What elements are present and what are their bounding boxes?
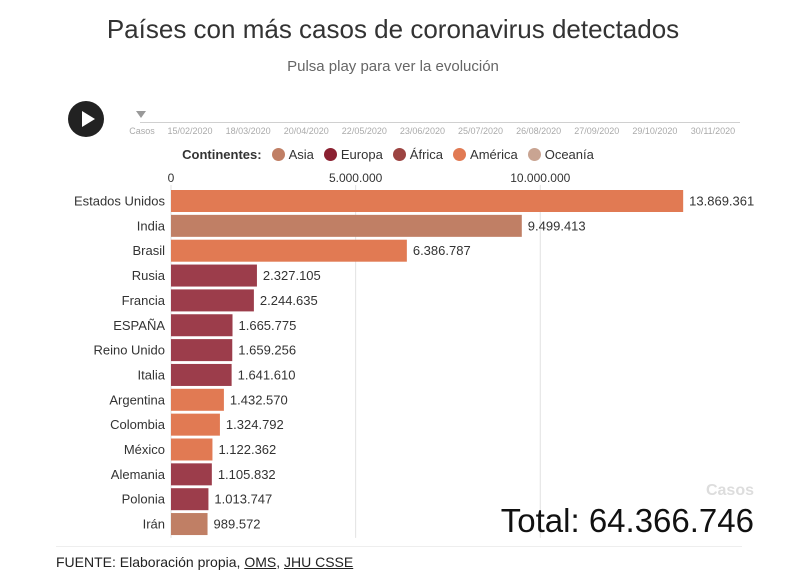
timeline-date-label: 25/07/2020 [458, 126, 504, 136]
value-label: 1.122.362 [218, 442, 276, 457]
timeline-date-label: 29/10/2020 [632, 126, 678, 136]
legend-swatch [453, 148, 467, 161]
value-label: 1.324.792 [226, 417, 284, 432]
value-label: 1.432.570 [230, 392, 288, 407]
legend-title: Continentes: [182, 147, 262, 162]
timeline-date-label: 15/02/2020 [167, 126, 213, 136]
timeline-date-label: 20/04/2020 [283, 126, 329, 136]
footer-separator: , [276, 554, 284, 570]
bar-chart: 0 5.000.000 10.000.000 Estados Unidos 13.869… [74, 171, 754, 538]
timeline-date-label: 30/11/2020 [690, 126, 736, 136]
category-label: Rusia [132, 268, 166, 283]
chart-title: Países con más casos de coronavirus dete… [106, 14, 680, 44]
value-label: 989.572 [214, 517, 261, 532]
category-label: Estados Unidos [74, 194, 166, 209]
source-link-oms[interactable]: OMS [244, 554, 277, 570]
category-label: Polonia [122, 492, 166, 507]
bar[interactable] [171, 413, 220, 436]
bar[interactable] [171, 289, 254, 312]
legend-label: Asia [288, 147, 314, 162]
category-label: India [137, 218, 166, 233]
x-tick-label: 0 [168, 171, 175, 185]
legend-label: África [409, 147, 444, 162]
category-label: ESPAÑA [113, 318, 165, 333]
timeline-date-label: 18/03/2020 [225, 126, 271, 136]
play-icon [82, 111, 95, 127]
total-value: Total: 64.366.746 [500, 502, 754, 539]
source-link-jhu-csse[interactable]: JHU CSSE [283, 554, 354, 570]
legend-swatch [527, 148, 541, 161]
legend-swatch [271, 148, 285, 161]
value-label: 1.013.747 [214, 492, 272, 507]
total-block: Casos Total: 64.366.746 [501, 482, 754, 540]
category-label: Italia [138, 367, 166, 382]
timeline-handle[interactable] [136, 111, 146, 118]
x-tick-label: 10.000.000 [510, 171, 570, 185]
value-label: 6.386.787 [413, 243, 471, 258]
category-label: Alemania [111, 467, 166, 482]
value-label: 1.665.775 [239, 318, 297, 333]
legend-item[interactable]: América [453, 147, 518, 162]
legend-item[interactable]: Europa [323, 147, 383, 162]
legend-item[interactable]: África [392, 147, 444, 162]
legend-item[interactable]: Asia [271, 147, 314, 162]
legend-label: América [470, 147, 518, 162]
chart-subtitle: Pulsa play para ver la evolución [287, 58, 499, 75]
category-label: México [124, 442, 165, 457]
bar[interactable] [171, 214, 522, 237]
value-label: 1.641.610 [238, 367, 296, 382]
bar[interactable] [171, 488, 209, 511]
legend-label: Oceanía [544, 147, 594, 162]
value-label: 2.244.635 [260, 293, 318, 308]
category-label: Colombia [110, 417, 166, 432]
bar[interactable] [171, 363, 232, 386]
legend-item[interactable]: Oceanía [527, 147, 594, 162]
play-button[interactable] [68, 101, 104, 137]
legend-swatch [392, 148, 406, 161]
bar[interactable] [171, 239, 407, 262]
bar[interactable] [171, 513, 208, 536]
footer-prefix: FUENTE: Elaboración propia, [56, 554, 245, 570]
bar[interactable] [171, 190, 684, 212]
x-tick-label: 5.000.000 [329, 171, 383, 185]
timeline-date-label: 27/09/2020 [574, 126, 620, 136]
category-label: Brasil [132, 243, 165, 258]
category-label: Reino Unido [93, 343, 165, 358]
value-label: 9.499.413 [528, 218, 586, 233]
total-label: Casos [705, 482, 754, 499]
timeline-date-label: 22/05/2020 [341, 126, 387, 136]
bar[interactable] [171, 463, 212, 486]
bar[interactable] [171, 264, 257, 287]
category-label: Francia [122, 293, 166, 308]
legend-swatch [323, 148, 337, 161]
value-label: 2.327.105 [263, 268, 321, 283]
legend: Continentes: Asia Europa África América Ocea… [0, 147, 786, 162]
footer-source: FUENTE: Elaboración propia, OMS, JHU CSS… [56, 554, 353, 570]
timeline-track[interactable] [140, 122, 740, 123]
value-label: 13.869.361 [689, 194, 754, 209]
bar[interactable] [171, 388, 224, 411]
timeline-date-label: 26/08/2020 [516, 126, 562, 136]
category-label: Argentina [109, 392, 165, 407]
bar[interactable] [171, 438, 213, 461]
legend-label: Europa [340, 147, 383, 162]
bar[interactable] [171, 339, 233, 362]
value-label: 1.105.832 [218, 467, 276, 482]
timeline-date-label: 23/06/2020 [399, 126, 445, 136]
value-label: 1.659.256 [238, 343, 296, 358]
timeline-label-start: Casos [129, 126, 155, 136]
bar[interactable] [171, 314, 233, 337]
footer-divider [56, 546, 742, 547]
category-label: Irán [143, 517, 165, 532]
